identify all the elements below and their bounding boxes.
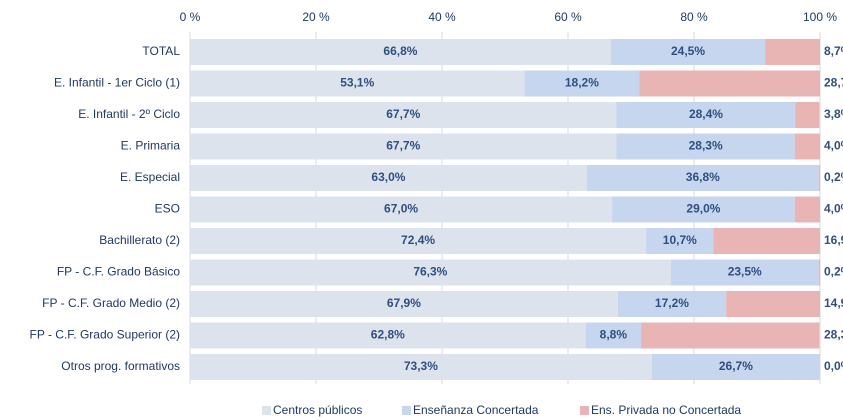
data-label: 26,7%: [719, 359, 753, 373]
bar-segment: [524, 70, 640, 97]
data-label: 8,7%: [824, 44, 843, 58]
bar-segment: [670, 259, 819, 286]
x-tick-label: 40 %: [428, 10, 456, 24]
bar-segment: [190, 322, 586, 349]
bar-segment: [818, 259, 820, 286]
bar-segment: [794, 196, 820, 223]
data-label: 8,8%: [600, 328, 628, 342]
legend-label: Enseñanza Concertada: [413, 403, 539, 417]
data-label: 67,7%: [386, 139, 420, 153]
bar-segment: [190, 354, 652, 380]
legend-label: Ens. Privada no Concertada: [591, 403, 741, 417]
x-tick-label: 60 %: [554, 10, 582, 24]
bar-segment: [616, 102, 796, 128]
data-label: 66,8%: [383, 44, 417, 58]
legend-swatch: [262, 406, 271, 415]
bar-segment: [190, 228, 647, 254]
data-label: 29,0%: [686, 202, 720, 216]
bar-segment: [616, 133, 795, 160]
x-tick-label: 100 %: [803, 10, 837, 24]
data-label: 76,3%: [413, 265, 447, 279]
category-label: E. Primaria: [121, 139, 181, 153]
bar-segment: [617, 291, 727, 317]
x-tick-label: 80 %: [680, 10, 708, 24]
data-label: 67,7%: [386, 107, 420, 121]
data-label: 28,3%: [824, 328, 843, 342]
bar-segment: [190, 165, 587, 191]
data-label: 4,0%: [824, 202, 843, 216]
data-label: 62,8%: [371, 328, 405, 342]
data-label: 0,2%: [824, 265, 843, 279]
bar-segment: [795, 102, 820, 128]
data-label: 3,8%: [824, 107, 843, 121]
bar-segment: [190, 70, 525, 97]
category-label: E. Infantil - 2º Ciclo: [78, 107, 180, 121]
data-label: 63,0%: [371, 170, 405, 184]
bar-segment: [794, 133, 820, 160]
data-label: 67,9%: [387, 296, 421, 310]
legend-swatch: [580, 406, 589, 415]
data-label: 23,5%: [728, 265, 762, 279]
bar-segment: [190, 133, 617, 160]
bar-segment: [190, 39, 611, 65]
data-label: 73,3%: [404, 359, 438, 373]
bar-segment: [610, 39, 766, 65]
bar-segment: [190, 102, 617, 128]
bar-segment: [713, 228, 820, 254]
data-label: 28,3%: [689, 139, 723, 153]
data-label: 0,2%: [824, 170, 843, 184]
category-label: FP - C.F. Grado Superior (2): [30, 328, 181, 342]
data-label: 10,7%: [663, 233, 697, 247]
data-label: 36,8%: [686, 170, 720, 184]
x-tick-label: 20 %: [302, 10, 330, 24]
bar-segment: [651, 354, 820, 380]
data-label: 72,4%: [401, 233, 435, 247]
bar-segment: [190, 291, 618, 317]
data-label: 16,9%: [824, 233, 843, 247]
bar-segment: [639, 70, 820, 97]
data-label: 28,7%: [824, 76, 843, 90]
bar-segment: [765, 39, 820, 65]
data-label: 14,9%: [824, 296, 843, 310]
category-label: Otros prog. formativos: [61, 359, 180, 373]
bar-segment: [585, 322, 642, 349]
data-label: 53,1%: [340, 76, 374, 90]
bar-segment: [641, 322, 820, 349]
bar-segment: [818, 165, 820, 191]
category-label: TOTAL: [142, 44, 180, 58]
data-label: 28,4%: [689, 107, 723, 121]
category-label: FP - C.F. Grado Básico: [57, 265, 180, 279]
legend-swatch: [402, 406, 411, 415]
bar-segment: [646, 228, 714, 254]
data-label: 24,5%: [671, 44, 705, 58]
bar-segment: [190, 196, 613, 223]
data-label: 18,2%: [565, 76, 599, 90]
data-label: 17,2%: [655, 296, 689, 310]
category-label: ESO: [155, 202, 180, 216]
bar-segment: [726, 291, 820, 317]
bar-segment: [612, 196, 795, 223]
x-tick-label: 0 %: [180, 10, 201, 24]
data-label: 67,0%: [384, 202, 418, 216]
category-label: E. Infantil - 1er Ciclo (1): [54, 76, 180, 90]
category-label: FP - C.F. Grado Medio (2): [42, 296, 180, 310]
category-label: Bachillerato (2): [99, 233, 180, 247]
data-label: 0,0%: [824, 359, 843, 373]
category-label: E. Especial: [120, 170, 180, 184]
bar-segment: [586, 165, 819, 191]
data-label: 4,0%: [824, 139, 843, 153]
legend-label: Centros públicos: [273, 403, 362, 417]
bar-segment: [190, 259, 671, 286]
